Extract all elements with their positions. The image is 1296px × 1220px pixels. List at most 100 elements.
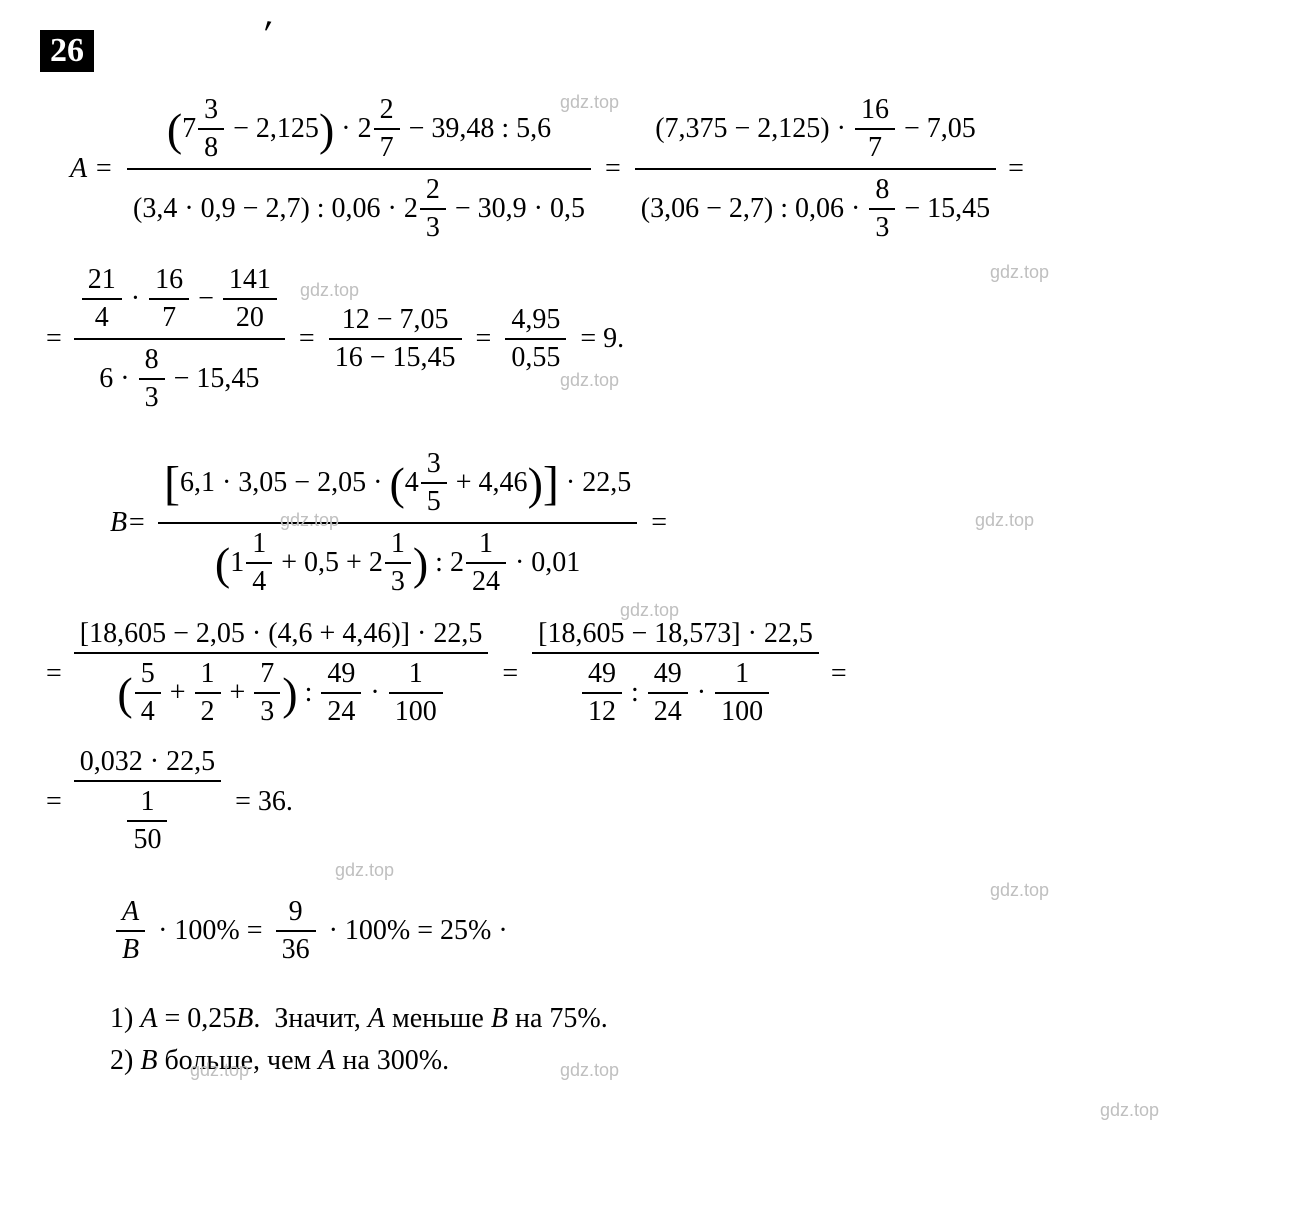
eq: = [299, 323, 315, 355]
paren-open: ( [117, 667, 132, 720]
d: 4 [246, 564, 272, 600]
frac-b2b: [18,605 − 18,573] · 22,5 4912 : 4924 · 1… [532, 616, 819, 732]
n: 9 [283, 894, 309, 930]
n: 49 [648, 656, 688, 692]
frac-a2a: 214 · 167 − 14120 6 · 83 − 15,45 [74, 260, 285, 418]
d: 4 [89, 300, 115, 336]
txt: + 0,5 + 2 [274, 547, 383, 579]
d: 36 [276, 932, 316, 968]
frac-a1b: (7,375 − 2,125) · 167 − 7,05 (3,06 − 2,7… [635, 90, 996, 248]
n: 1 [195, 656, 221, 692]
eq: = [831, 658, 847, 690]
eq: = [46, 323, 62, 355]
d: 3 [869, 210, 895, 246]
eq: = [651, 507, 667, 539]
n: 1 [473, 526, 499, 562]
d: 24 [648, 694, 688, 730]
d: 5 [421, 484, 447, 520]
paren-close: ) [528, 457, 543, 510]
frac-a2c: 4,95 0,55 [505, 302, 566, 376]
frac-a2b: 12 − 7,05 16 − 15,45 [329, 302, 462, 376]
equation-a-line-1: A = ( 7 38 − 2,125 ) · 2 27 − 39,48 : 5,… [40, 90, 1256, 248]
txt: + [223, 677, 253, 709]
equation-b-line-2: = [18,605 − 2,05 · (4,6 + 4,46)] · 22,5 … [40, 616, 1256, 732]
d: B [116, 932, 145, 968]
n: 0,032 · 22,5 [74, 744, 221, 780]
n: 4,95 [505, 302, 566, 338]
br-open: [ [164, 456, 180, 511]
d: 3 [385, 564, 411, 600]
txt: − [191, 283, 221, 315]
txt: − 15,45 [897, 193, 990, 225]
txt: 6,1 · 3,05 − 2,05 · [180, 467, 389, 499]
equation-a-line-2: = 214 · 167 − 14120 6 · 83 − 15,45 = 12 … [40, 260, 1256, 418]
n: 1 [385, 526, 411, 562]
frac-ab: A B [116, 894, 145, 968]
txt: 4 [405, 467, 419, 499]
n: 12 − 7,05 [336, 302, 455, 338]
d: 7 [862, 130, 888, 166]
frac-936: 9 36 [276, 894, 316, 968]
d: 24 [321, 694, 361, 730]
n: 1 [134, 784, 160, 820]
txt: · 100% = 25% · [322, 915, 508, 947]
txt: : [298, 677, 320, 709]
eq: = [46, 786, 62, 818]
n: 1 [246, 526, 272, 562]
d: 0,55 [505, 340, 566, 376]
lhs-b: B= [110, 507, 146, 539]
watermark: gdz.top [1100, 1100, 1159, 1121]
n: 3 [198, 92, 224, 128]
eq: = [476, 323, 492, 355]
txt: − 30,9 · 0,5 [448, 193, 585, 225]
txt: · 100% = [151, 915, 269, 947]
txt: : [624, 677, 646, 709]
paren-close: ) [413, 537, 428, 590]
d: 24 [466, 564, 506, 600]
n: A [116, 894, 145, 930]
eq: = [605, 153, 621, 185]
n: 1 [403, 656, 429, 692]
n: [18,605 − 18,573] · 22,5 [532, 616, 819, 652]
txt: 6 · [99, 363, 136, 395]
txt: · [363, 677, 386, 709]
txt: (3,4 · 0,9 − 2,7) : 0,06 · 2 [133, 193, 418, 225]
frac-b3: 0,032 · 22,5 150 [74, 744, 221, 860]
txt: · [690, 677, 713, 709]
txt: · 0,01 [508, 547, 580, 579]
n: 2 [374, 92, 400, 128]
n: 8 [139, 342, 165, 378]
br-close: ] [543, 456, 559, 511]
txt: (7,375 − 2,125) · [655, 113, 853, 145]
n: 3 [421, 446, 447, 482]
d: 3 [420, 210, 446, 246]
txt: · 2 [334, 113, 371, 145]
eq: = [502, 658, 518, 690]
txt: · [124, 283, 147, 315]
eq: = 9. [580, 323, 624, 355]
paren-close: ) [319, 103, 334, 156]
paren-open: ( [167, 103, 182, 156]
frac-b1: [ 6,1 · 3,05 − 2,05 · ( 4 35 + 4,46 ) ] … [158, 444, 637, 602]
d: 50 [127, 822, 167, 858]
n: 2 [420, 172, 446, 208]
n: 8 [869, 172, 895, 208]
txt: (3,06 − 2,7) : 0,06 · [641, 193, 868, 225]
problem-number-badge: 26 [40, 30, 94, 72]
n: 21 [82, 262, 122, 298]
d: 3 [254, 694, 280, 730]
answers-block: 1) A = 0,25B. Значит, A меньше B на 75%.… [40, 998, 1256, 1082]
eq: = [46, 658, 62, 690]
d: 12 [582, 694, 622, 730]
n: [18,605 − 2,05 · (4,6 + 4,46)] · 22,5 [74, 616, 489, 652]
d: 20 [230, 300, 270, 336]
txt: 1 [230, 547, 244, 579]
frac-a1: ( 7 38 − 2,125 ) · 2 27 − 39,48 : 5,6 (3… [127, 90, 591, 248]
d: 7 [156, 300, 182, 336]
txt: − 7,05 [897, 113, 976, 145]
d: 100 [389, 694, 443, 730]
stray-mark: ′ [256, 10, 273, 58]
txt: − 39,48 : 5,6 [402, 113, 552, 145]
equation-b-line-3: = 0,032 · 22,5 150 = 36. [40, 744, 1256, 860]
d: 4 [135, 694, 161, 730]
